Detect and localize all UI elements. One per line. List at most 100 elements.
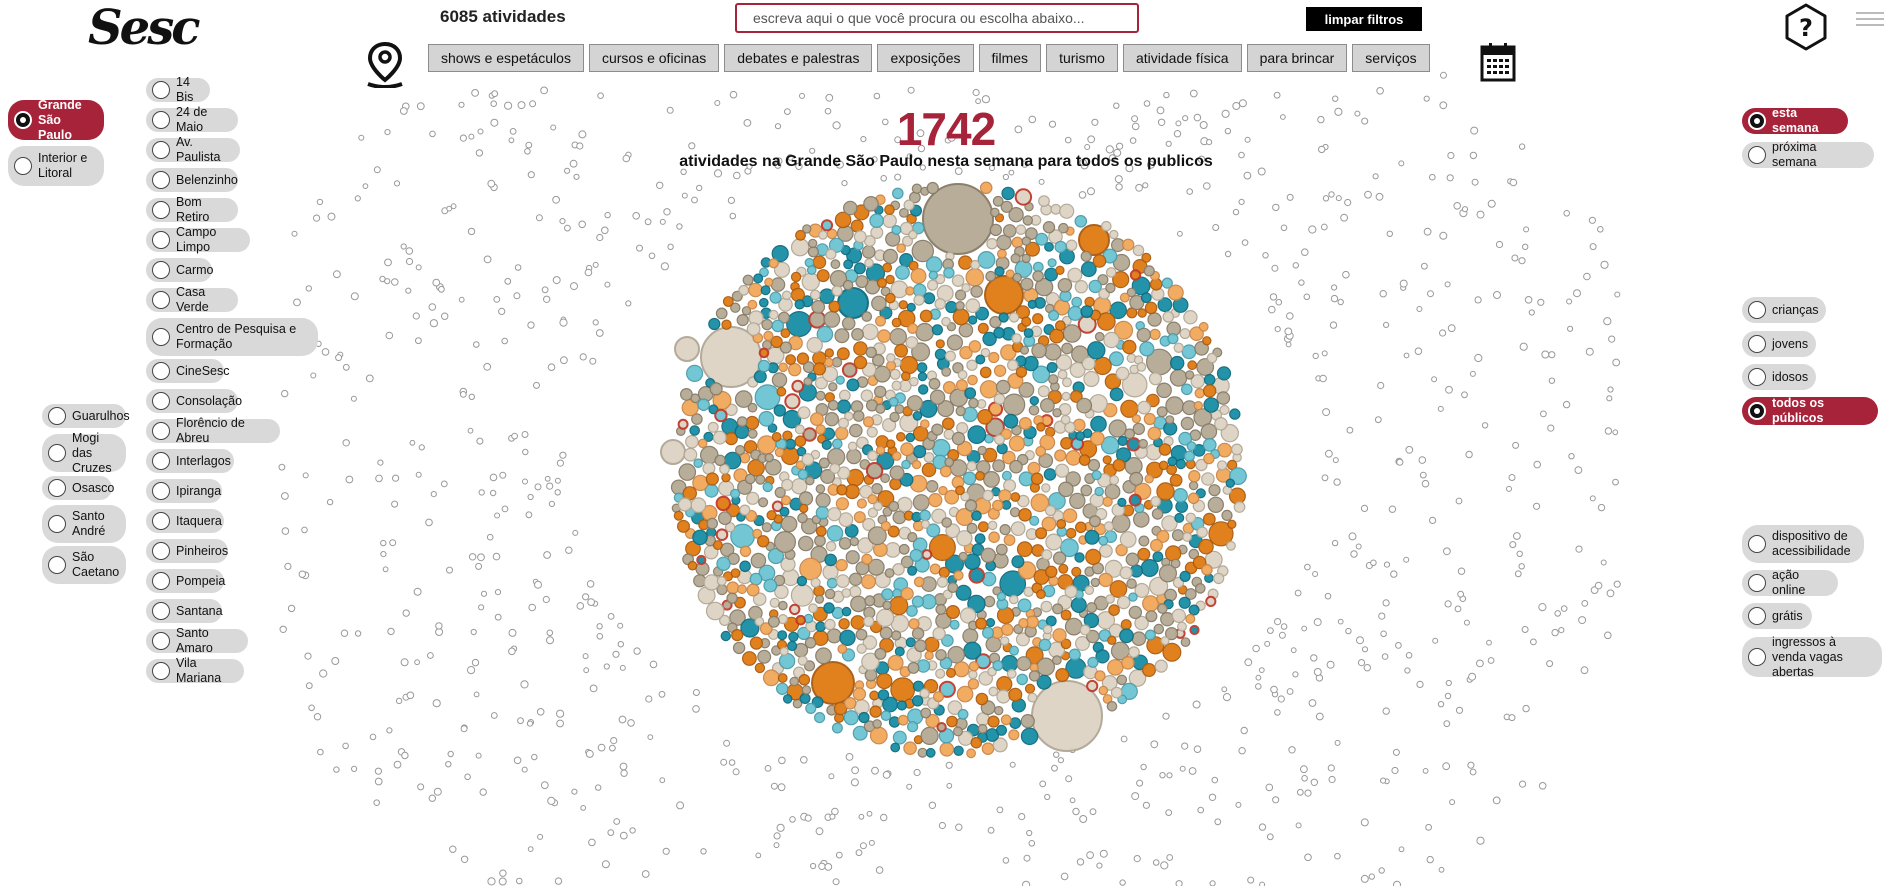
activity-bubble[interactable] — [876, 277, 888, 288]
activity-bubble[interactable] — [844, 483, 860, 500]
activity-bubble[interactable] — [860, 574, 876, 590]
activity-bubble[interactable] — [764, 453, 774, 463]
activity-bubble[interactable] — [719, 463, 730, 475]
activity-bubble[interactable] — [1016, 673, 1028, 686]
scattered-activity-bubble[interactable] — [1519, 780, 1527, 788]
activity-bubble[interactable] — [911, 627, 925, 640]
activity-bubble[interactable] — [827, 447, 846, 467]
scattered-activity-bubble[interactable] — [524, 148, 531, 155]
activity-bubble[interactable] — [955, 379, 968, 392]
activity-bubble[interactable] — [1158, 443, 1172, 456]
scattered-activity-bubble[interactable] — [587, 598, 595, 606]
activity-bubble[interactable] — [1074, 552, 1085, 563]
activity-bubble[interactable] — [911, 183, 923, 194]
activity-bubble[interactable] — [897, 714, 909, 726]
activity-bubble[interactable] — [1141, 662, 1156, 677]
scattered-activity-bubble[interactable] — [527, 321, 535, 329]
scattered-activity-bubble[interactable] — [1268, 305, 1276, 314]
scattered-activity-bubble[interactable] — [1600, 260, 1609, 269]
activity-bubble[interactable] — [1041, 516, 1057, 532]
activity-bubble[interactable] — [1181, 383, 1193, 396]
activity-bubble[interactable] — [747, 428, 758, 439]
activity-bubble[interactable] — [748, 282, 763, 298]
activity-bubble[interactable] — [850, 595, 867, 613]
scattered-activity-bubble[interactable] — [1255, 674, 1262, 681]
scattered-activity-bubble[interactable] — [663, 208, 671, 216]
scattered-activity-bubble[interactable] — [1603, 317, 1612, 326]
scattered-activity-bubble[interactable] — [573, 173, 580, 180]
activity-bubble[interactable] — [1156, 482, 1175, 501]
activity-bubble[interactable] — [1021, 236, 1032, 246]
scattered-activity-bubble[interactable] — [1146, 160, 1155, 169]
activity-bubble[interactable] — [996, 606, 1015, 625]
scattered-activity-bubble[interactable] — [489, 489, 497, 497]
activity-bubble[interactable] — [894, 646, 905, 657]
activity-bubble[interactable] — [1015, 632, 1030, 647]
scattered-activity-bubble[interactable] — [582, 593, 590, 601]
scattered-activity-bubble[interactable] — [1271, 264, 1279, 272]
scattered-activity-bubble[interactable] — [1360, 818, 1369, 827]
scattered-activity-bubble[interactable] — [1521, 626, 1529, 633]
scattered-activity-bubble[interactable] — [1179, 765, 1186, 772]
activity-bubble[interactable] — [938, 566, 950, 579]
activity-bubble[interactable] — [860, 389, 874, 402]
activity-bubble[interactable] — [753, 273, 764, 284]
activity-bubble[interactable] — [1056, 518, 1067, 529]
activity-bubble[interactable] — [998, 312, 1009, 323]
scattered-activity-bubble[interactable] — [429, 319, 438, 328]
scattered-activity-bubble[interactable] — [828, 773, 835, 780]
activity-bubble[interactable] — [861, 245, 876, 259]
activity-bubble[interactable] — [720, 630, 732, 642]
scattered-activity-bubble[interactable] — [427, 652, 434, 659]
activity-bubble[interactable] — [1103, 331, 1120, 349]
activity-bubble[interactable] — [1046, 362, 1058, 374]
scattered-activity-bubble[interactable] — [1538, 782, 1547, 790]
activity-bubble[interactable] — [820, 219, 834, 232]
activity-bubble[interactable] — [1020, 727, 1039, 746]
scattered-activity-bubble[interactable] — [1378, 867, 1385, 874]
scattered-activity-bubble[interactable] — [1334, 107, 1343, 116]
activity-bubble[interactable] — [760, 285, 771, 296]
scattered-activity-bubble[interactable] — [1470, 126, 1479, 135]
activity-bubble[interactable] — [841, 588, 852, 598]
scattered-activity-bubble[interactable] — [809, 147, 816, 154]
activity-bubble[interactable] — [835, 558, 848, 572]
activity-bubble[interactable] — [1189, 326, 1204, 341]
activity-bubble[interactable] — [852, 725, 868, 741]
scattered-activity-bubble[interactable] — [1243, 171, 1252, 180]
activity-bubble[interactable] — [1119, 628, 1134, 644]
scattered-activity-bubble[interactable] — [527, 493, 534, 501]
unit-sao-caetano-option[interactable]: São Caetano — [42, 546, 126, 584]
category-shows-button[interactable]: shows e espetáculos — [428, 44, 584, 72]
activity-bubble[interactable] — [747, 402, 758, 413]
activity-bubble[interactable] — [907, 661, 920, 674]
scattered-activity-bubble[interactable] — [1340, 213, 1348, 222]
activity-bubble[interactable] — [1002, 393, 1026, 416]
scattered-activity-bubble[interactable] — [1454, 605, 1462, 613]
activity-bubble[interactable] — [869, 705, 882, 718]
activity-bubble[interactable] — [1173, 488, 1188, 503]
activity-bubble[interactable] — [939, 741, 955, 757]
activity-bubble[interactable] — [1083, 612, 1100, 629]
activity-bubble[interactable] — [1140, 292, 1152, 304]
scattered-activity-bubble[interactable] — [1189, 89, 1198, 98]
scattered-activity-bubble[interactable] — [613, 818, 621, 825]
scattered-activity-bubble[interactable] — [1065, 775, 1073, 783]
activity-bubble[interactable] — [947, 582, 959, 593]
activity-bubble[interactable] — [1080, 250, 1092, 262]
scattered-activity-bubble[interactable] — [660, 262, 670, 271]
activity-bubble[interactable] — [1187, 360, 1198, 371]
activity-bubble[interactable] — [730, 568, 741, 578]
scattered-activity-bubble[interactable] — [475, 752, 482, 759]
scattered-activity-bubble[interactable] — [1589, 243, 1597, 251]
activity-bubble[interactable] — [1074, 215, 1088, 228]
scattered-activity-bubble[interactable] — [1396, 458, 1404, 466]
activity-bubble[interactable] — [861, 323, 879, 341]
activity-bubble[interactable] — [956, 685, 974, 703]
scattered-activity-bubble[interactable] — [1308, 225, 1317, 234]
scattered-activity-bubble[interactable] — [552, 276, 561, 285]
unit-ipiranga-option[interactable]: Ipiranga — [146, 479, 222, 503]
activity-bubble[interactable] — [852, 687, 867, 701]
scattered-activity-bubble[interactable] — [612, 650, 620, 658]
activity-bubble[interactable] — [1098, 535, 1109, 546]
